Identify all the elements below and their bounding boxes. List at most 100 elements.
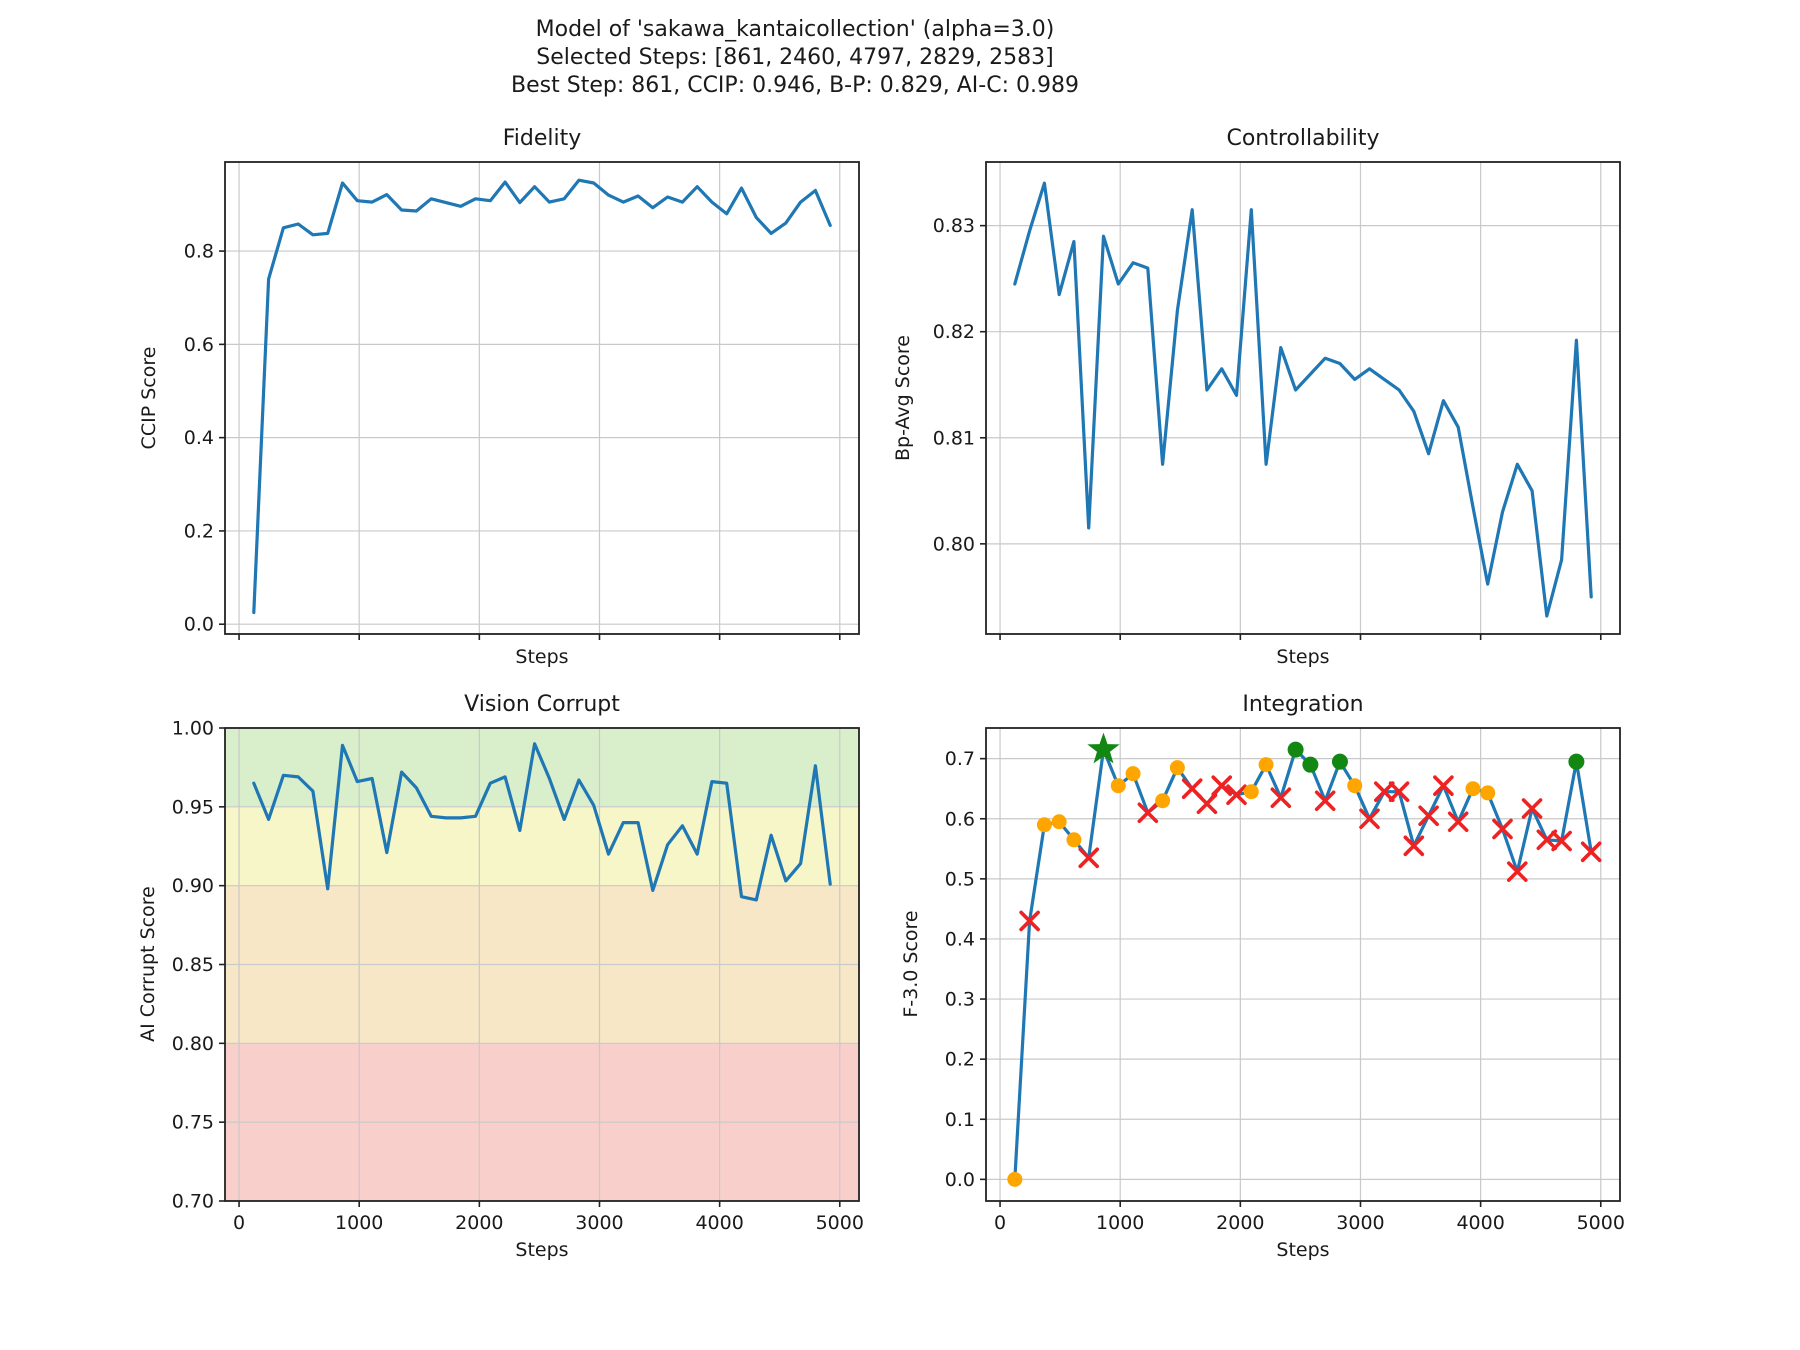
integration-marker-rejected	[1492, 818, 1513, 840]
integration-ytick-label: 0.1	[945, 1109, 975, 1131]
controllability-ytick-label: 0.82	[933, 321, 975, 343]
integration-marker-rejected	[1078, 847, 1100, 869]
integration-title: Integration	[1242, 692, 1364, 717]
controllability-ytick-label: 0.81	[933, 427, 975, 449]
integration-xtick-label: 2000	[1216, 1212, 1264, 1234]
controllability-title: Controllability	[1226, 126, 1380, 151]
integration-marker-rejected	[1433, 775, 1454, 796]
integration-xtick-label: 4000	[1456, 1212, 1504, 1234]
integration-marker-rejected	[1580, 841, 1602, 863]
integration-marker-rejected	[1359, 808, 1380, 830]
integration-marker-candidate	[1465, 781, 1481, 797]
fidelity-spines	[224, 161, 860, 635]
integration-ylabel: F-3.0 Score	[900, 910, 922, 1018]
vision_corrupt-xtick-label: 5000	[816, 1212, 864, 1234]
integration-marker-candidate	[1125, 766, 1141, 782]
integration-marker-rejected	[1019, 910, 1040, 932]
integration-marker-candidate	[1347, 778, 1363, 794]
integration-marker-rejected	[1506, 861, 1528, 882]
controllability-ytick-label: 0.80	[933, 533, 975, 555]
integration-marker-candidate	[1480, 785, 1496, 801]
vision_corrupt-ytick-label: 0.90	[172, 875, 214, 897]
integration-marker-candidate	[1169, 760, 1185, 776]
integration-xtick-label: 1000	[1096, 1212, 1144, 1234]
integration-ytick-label: 0.7	[945, 748, 975, 770]
figure-title-line-2: Selected Steps: [861, 2460, 4797, 2829, …	[536, 45, 1054, 70]
integration-marker-rejected	[1137, 802, 1159, 824]
figure-title: Model of 'sakawa_kantaicollection' (alph…	[0, 16, 1590, 100]
fidelity-line	[252, 178, 832, 615]
integration-marker-rejected	[1447, 811, 1469, 833]
figure-title-line-1: Model of 'sakawa_kantaicollection' (alph…	[535, 17, 1055, 42]
integration-spines	[985, 727, 1621, 1202]
vision_corrupt-line	[252, 742, 832, 902]
integration-marker-rejected	[1403, 835, 1425, 857]
integration-marker-best-step-star	[1087, 732, 1120, 764]
vision_corrupt-xtick-label: 0	[233, 1212, 245, 1234]
fidelity-ytick-label: 0.0	[184, 614, 214, 636]
integration-marker-candidate	[1110, 778, 1126, 794]
integration-marker-rejected	[1388, 781, 1410, 803]
vision-corrupt-title: Vision Corrupt	[464, 692, 620, 717]
integration-marker-candidate	[1155, 793, 1171, 809]
vision_corrupt-xtick-label: 4000	[695, 1212, 743, 1234]
integration-marker-selected	[1287, 741, 1304, 758]
integration-ytick-label: 0.0	[945, 1169, 975, 1191]
integration-marker-rejected	[1270, 787, 1292, 809]
vision_corrupt-ytick-label: 0.80	[172, 1033, 214, 1055]
vision_corrupt-xtick-label: 3000	[575, 1212, 623, 1234]
integration-marker-candidate	[1036, 817, 1052, 833]
controllability-spines	[985, 161, 1621, 635]
integration-xlabel: Steps	[1276, 1239, 1330, 1261]
vision_corrupt-ytick-label: 0.95	[172, 796, 214, 818]
vision_corrupt-band	[225, 728, 859, 807]
controllability-ylabel: Bp-Avg Score	[892, 335, 914, 461]
fidelity-xlabel: Steps	[515, 646, 569, 668]
integration-ytick-label: 0.2	[945, 1049, 975, 1071]
vision_corrupt-xtick-label: 1000	[335, 1212, 383, 1234]
vision-corrupt-xlabel: Steps	[515, 1239, 569, 1261]
fidelity-ylabel: CCIP Score	[138, 346, 160, 450]
integration-marker-candidate	[1243, 784, 1259, 800]
integration-marker-rejected	[1521, 798, 1543, 819]
integration-xtick-label: 3000	[1336, 1212, 1384, 1234]
controllability-ytick-label: 0.83	[933, 215, 975, 237]
vision_corrupt-ytick-label: 0.70	[172, 1191, 214, 1213]
vision_corrupt-xtick-label: 2000	[455, 1212, 503, 1234]
integration-marker-rejected	[1211, 775, 1233, 796]
fidelity-ytick-label: 0.8	[184, 241, 214, 263]
vision_corrupt-ytick-label: 0.85	[172, 954, 214, 976]
integration-xtick-label: 5000	[1577, 1212, 1625, 1234]
integration-marker-selected	[1331, 753, 1348, 770]
fidelity-ytick-label: 0.2	[184, 520, 214, 542]
vision-corrupt-ylabel: AI Corrupt Score	[137, 886, 159, 1042]
fidelity-title: Fidelity	[502, 126, 582, 151]
figure-title-line-3: Best Step: 861, CCIP: 0.946, B-P: 0.829,…	[511, 73, 1079, 98]
integration-marker-candidate	[1051, 814, 1067, 830]
integration-marker-rejected	[1373, 781, 1395, 803]
controllability-line	[1013, 181, 1593, 618]
integration-ytick-label: 0.5	[945, 868, 975, 890]
integration-marker-candidate	[1258, 757, 1274, 773]
integration-marker-selected	[1302, 756, 1319, 773]
integration-marker-rejected	[1418, 805, 1439, 827]
vision_corrupt-ytick-label: 1.00	[172, 718, 214, 740]
fidelity-ytick-label: 0.6	[184, 334, 214, 356]
integration-marker-selected	[1568, 753, 1585, 770]
integration-ytick-label: 0.4	[945, 928, 975, 950]
integration-ytick-label: 0.6	[945, 808, 975, 830]
integration-marker-rejected	[1551, 830, 1572, 852]
integration-ytick-label: 0.3	[945, 989, 975, 1011]
controllability-xlabel: Steps	[1276, 646, 1330, 668]
vision_corrupt-ytick-label: 0.75	[172, 1112, 214, 1134]
fidelity-ytick-label: 0.4	[184, 427, 214, 449]
integration-marker-rejected	[1226, 784, 1247, 806]
integration-xtick-label: 0	[994, 1212, 1006, 1234]
integration-marker-rejected	[1314, 790, 1336, 812]
integration-marker-candidate	[1066, 832, 1082, 848]
integration-marker-candidate	[1007, 1171, 1023, 1187]
integration-marker-rejected	[1196, 793, 1218, 815]
integration-line	[1013, 747, 1593, 1182]
